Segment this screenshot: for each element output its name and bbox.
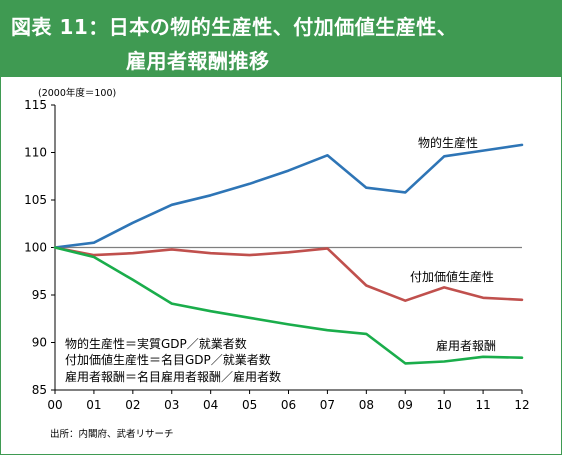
figure-title-line2: 雇用者報酬推移 xyxy=(126,49,270,73)
y-tick-label: 105 xyxy=(24,193,47,207)
series-label-3: 雇用者報酬 xyxy=(436,338,496,353)
unit-note: (2000年度＝100) xyxy=(38,87,116,99)
series-label-1: 物的生産性 xyxy=(418,135,478,150)
series-label-2: 付加価値生産性 xyxy=(410,269,494,284)
x-tick-label: 10 xyxy=(437,398,452,412)
y-tick-label: 95 xyxy=(32,288,47,302)
y-tick-label: 115 xyxy=(24,98,47,112)
x-tick-label: 11 xyxy=(475,398,490,412)
figure-title-line1: 図表 11：日本の物的生産性、付加価値生産性、 xyxy=(11,15,458,39)
series-line-1 xyxy=(53,143,524,249)
source-note: 出所：内閣府、武者リサーチ xyxy=(50,428,174,440)
x-tick-label: 01 xyxy=(86,398,101,412)
x-tick-label: 12 xyxy=(514,398,529,412)
title-banner: 図表 11：日本の物的生産性、付加価値生産性、 雇用者報酬推移 xyxy=(1,1,561,77)
x-tick-label: 08 xyxy=(359,398,374,412)
x-tick-label: 00 xyxy=(47,398,62,412)
x-tick-label: 09 xyxy=(398,398,413,412)
y-tick-label: 110 xyxy=(24,146,47,160)
x-tick-label: 03 xyxy=(164,398,179,412)
x-tick-label: 07 xyxy=(320,398,335,412)
series-line-2 xyxy=(53,246,524,303)
y-tick-label: 90 xyxy=(32,336,47,350)
x-tick-label: 06 xyxy=(281,398,296,412)
chart-series xyxy=(53,143,524,365)
definition-line-3: 雇用者報酬＝名目雇用者報酬／雇用者数 xyxy=(65,369,281,384)
x-tick-label: 04 xyxy=(203,398,218,412)
x-tick-label: 05 xyxy=(242,398,257,412)
series-line-3 xyxy=(53,246,524,365)
x-tick-label: 02 xyxy=(125,398,140,412)
y-tick-label: 100 xyxy=(24,241,47,255)
definition-line-1: 物的生産性＝実質GDP／就業者数 xyxy=(65,336,247,351)
definition-line-2: 付加価値生産性＝名目GDP／就業者数 xyxy=(65,352,271,367)
y-tick-label: 85 xyxy=(32,383,47,397)
